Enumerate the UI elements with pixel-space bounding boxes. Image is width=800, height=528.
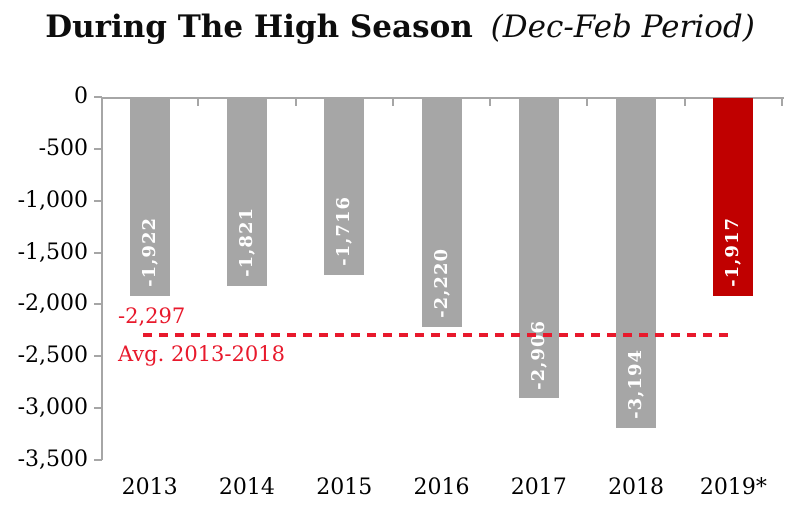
bar-2014: -1,821 — [226, 98, 267, 286]
y-axis-tick — [94, 199, 102, 202]
x-axis-tick — [294, 99, 297, 106]
y-tick-label: -500 — [38, 135, 88, 161]
y-axis-tick — [94, 459, 102, 461]
x-axis-tick — [489, 99, 492, 106]
x-tick-label-2016: 2016 — [413, 475, 470, 500]
y-axis-tick — [94, 407, 102, 410]
x-axis-tick — [197, 99, 200, 106]
average-dashed-line — [143, 333, 735, 338]
chart-title-qualifier: (Dec-Feb Period) — [490, 9, 755, 45]
x-tick-label-2013: 2013 — [121, 475, 178, 500]
y-axis-tick — [94, 355, 102, 358]
bar-value-label: -2,906 — [527, 319, 549, 390]
y-tick-label: -1,000 — [17, 187, 88, 213]
chart-title-main: During The High Season — [45, 9, 473, 45]
x-tick-label-2017: 2017 — [510, 475, 567, 500]
average-value-label: -2,297 — [118, 304, 186, 329]
bar-value-label: -3,194 — [625, 349, 647, 420]
bar-value-label: -1,917 — [722, 216, 744, 287]
x-tick-label-2015: 2015 — [316, 475, 373, 500]
bar-value-label: -1,922 — [138, 217, 160, 288]
y-axis-tick — [94, 147, 102, 150]
y-axis-tick — [94, 303, 102, 306]
bar-2017: -2,906 — [518, 98, 559, 399]
x-tick-label-2014: 2014 — [218, 475, 275, 500]
y-tick-label: 0 — [74, 84, 88, 109]
x-tick-label-2019*: 2019* — [699, 475, 767, 500]
x-axis-tick — [586, 99, 589, 106]
y-tick-label: -2,500 — [17, 343, 88, 369]
bar-value-label: -2,220 — [430, 248, 452, 319]
average-text-label: Avg. 2013-2018 — [118, 342, 285, 367]
bar-2013: -1,922 — [129, 98, 170, 297]
bar-value-label: -1,716 — [333, 196, 355, 266]
y-axis-tick — [94, 251, 102, 254]
y-tick-label: -3,500 — [17, 447, 88, 472]
bar-2019*: -1,917 — [713, 98, 754, 296]
bar-2016: -2,220 — [421, 98, 462, 328]
x-tick-label-2018: 2018 — [608, 475, 665, 500]
x-axis-tick — [683, 99, 686, 106]
bar-value-label: -1,821 — [235, 207, 257, 277]
y-tick-label: -2,000 — [17, 291, 88, 317]
y-tick-label: -3,000 — [17, 395, 88, 421]
y-axis-line — [101, 97, 103, 460]
bar-2015: -1,716 — [324, 98, 365, 275]
x-axis-tick — [391, 99, 394, 106]
chart-title: During The High Season (Dec-Feb Period) — [0, 9, 800, 45]
y-axis-tick — [94, 96, 102, 98]
y-tick-label: -1,500 — [17, 239, 88, 265]
x-axis-tick — [781, 99, 783, 106]
bar-2018: -3,194 — [616, 98, 657, 429]
